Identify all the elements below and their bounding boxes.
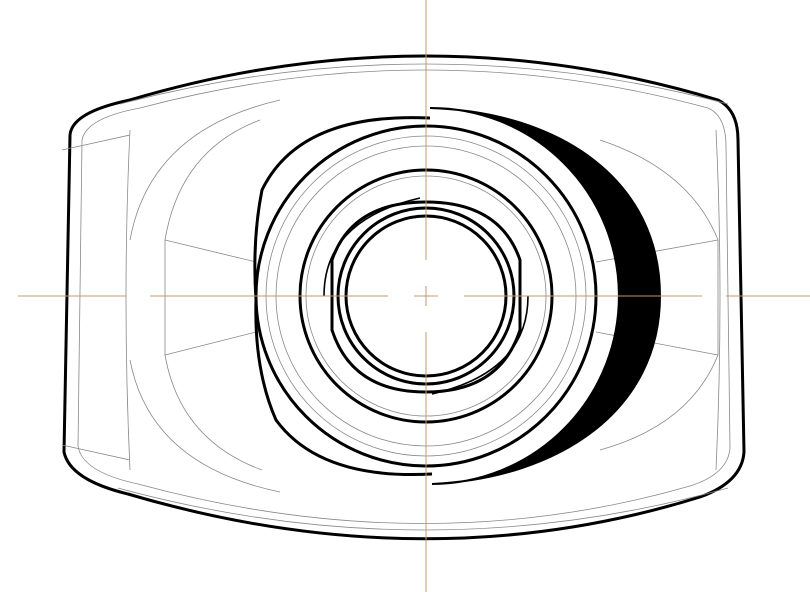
- face-panel-right: [599, 139, 719, 451]
- facet-line: [164, 239, 257, 263]
- face-right: [715, 129, 721, 471]
- body-outline: [62, 54, 746, 541]
- face-panel-outer: [129, 99, 281, 493]
- facet-line: [164, 331, 257, 356]
- lens-hood-shadow: [429, 106, 662, 485]
- body-inner-outline: [77, 69, 731, 524]
- body-bottom-rim: [117, 487, 729, 531]
- body-top-rim: [119, 63, 729, 105]
- facet-line: [61, 444, 131, 461]
- facet-line: [61, 134, 131, 151]
- face-panel: [164, 119, 263, 471]
- face-left: [125, 129, 131, 471]
- lens-detail: [323, 197, 529, 395]
